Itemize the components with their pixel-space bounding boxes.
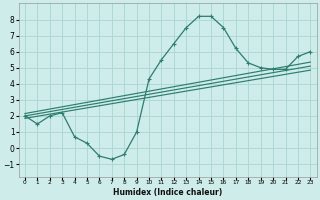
X-axis label: Humidex (Indice chaleur): Humidex (Indice chaleur) <box>113 188 222 197</box>
